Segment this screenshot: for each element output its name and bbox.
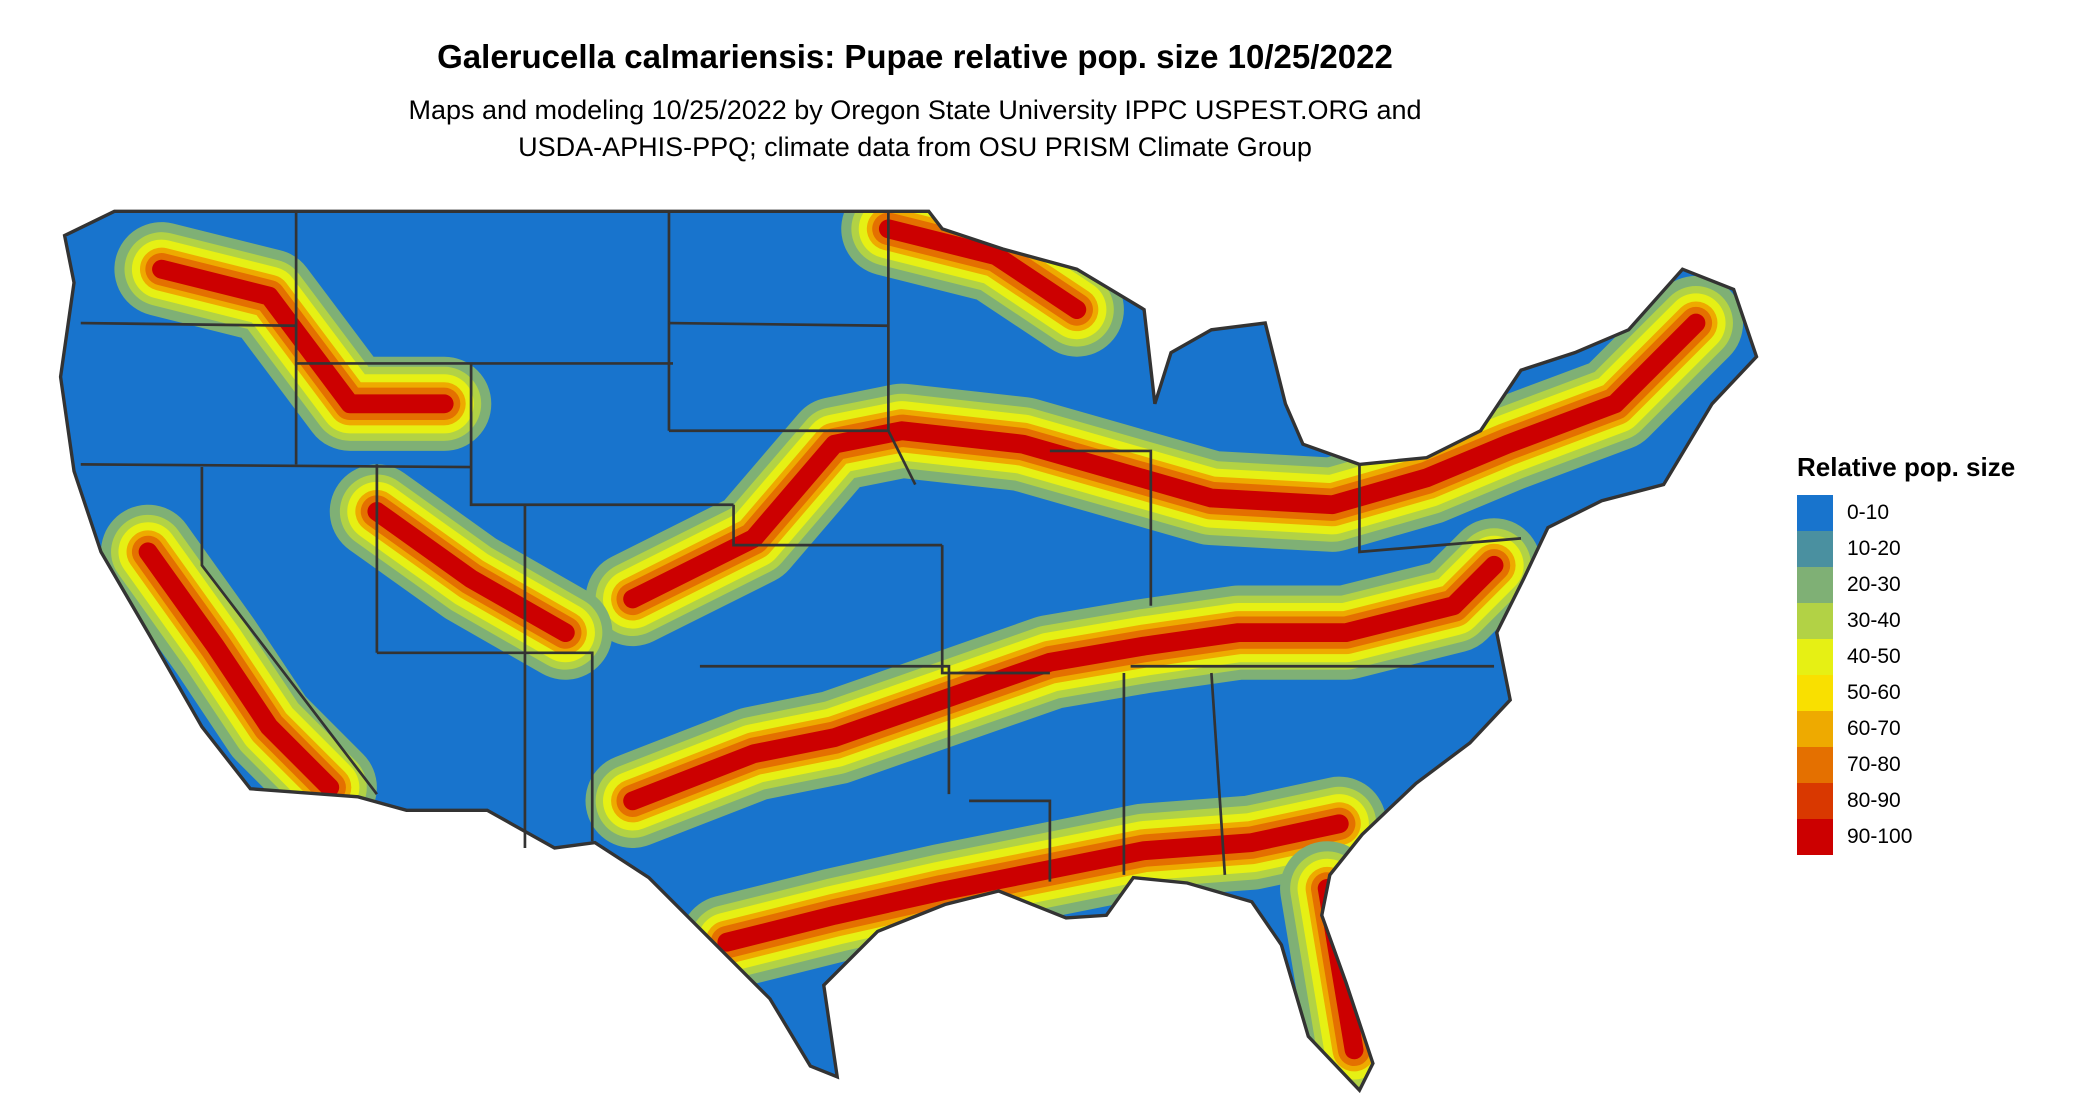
population-band — [623, 313, 1706, 609]
population-band — [717, 814, 1349, 952]
legend-item: 40-50 — [1797, 639, 2015, 675]
legend-swatch — [1797, 639, 1833, 675]
legend-swatch — [1797, 603, 1833, 639]
population-band — [878, 219, 1087, 320]
legend-swatch — [1797, 711, 1833, 747]
population-band — [138, 542, 340, 797]
legend-item: 70-80 — [1797, 747, 2015, 783]
legend-title: Relative pop. size — [1797, 452, 2016, 482]
state-border — [1049, 449, 1153, 606]
legend-label: 70-80 — [1847, 753, 1901, 776]
us-outline — [58, 209, 1759, 1094]
state-border — [1358, 464, 1522, 554]
legend-swatch — [1797, 531, 1833, 567]
legend-label: 50-60 — [1847, 681, 1901, 704]
state-border — [668, 321, 889, 328]
legend-label: 40-50 — [1847, 645, 1901, 668]
map-subtitle-line-1: Maps and modeling 10/25/2022 by Oregon S… — [408, 95, 1422, 125]
state-border — [1210, 672, 1227, 875]
legend-swatch — [1797, 495, 1833, 531]
state-border — [969, 799, 1052, 882]
legend-item: 90-100 — [1797, 819, 2015, 855]
legend-swatch — [1797, 819, 1833, 855]
legend-label: 0-10 — [1847, 501, 1890, 524]
legend: Relative pop. size 0-10 10-20 20-30 30-40 40… — [1797, 452, 2015, 855]
state-border — [699, 664, 951, 795]
legend-swatch — [1797, 675, 1833, 711]
legend-item: 0-10 — [1797, 495, 2015, 531]
state-border — [732, 504, 943, 547]
legend-item: 20-30 — [1797, 567, 2015, 603]
legend-item: 10-20 — [1797, 531, 2015, 567]
legend-label: 10-20 — [1847, 537, 1901, 560]
legend-label: 30-40 — [1847, 609, 1901, 632]
legend-item: 60-70 — [1797, 711, 2015, 747]
legend-swatch — [1797, 567, 1833, 603]
legend-item: 30-40 — [1797, 603, 2015, 639]
legend-label: 90-100 — [1847, 825, 1913, 848]
map-title: Galerucella calmariensis: Pupae relative… — [437, 38, 1393, 75]
state-borders — [80, 211, 1522, 882]
population-band — [152, 259, 454, 414]
legend-swatch — [1797, 747, 1833, 783]
population-band — [367, 502, 575, 643]
legend-item: 80-90 — [1797, 783, 2015, 819]
legend-label: 80-90 — [1847, 789, 1901, 812]
legend-label: 60-70 — [1847, 717, 1901, 740]
legend-label: 20-30 — [1847, 573, 1901, 596]
state-border — [376, 651, 594, 842]
legend-item: 50-60 — [1797, 675, 2015, 711]
population-bands — [100, 211, 1744, 1091]
state-border — [80, 321, 297, 328]
state-border — [200, 467, 378, 795]
map-subtitle-line-2: USDA-APHIS-PPQ; climate data from OSU PR… — [518, 132, 1312, 162]
population-band — [623, 555, 1504, 811]
state-border — [80, 463, 472, 469]
state-border — [469, 363, 734, 507]
state-border — [940, 545, 1050, 675]
legend-swatch — [1797, 783, 1833, 819]
